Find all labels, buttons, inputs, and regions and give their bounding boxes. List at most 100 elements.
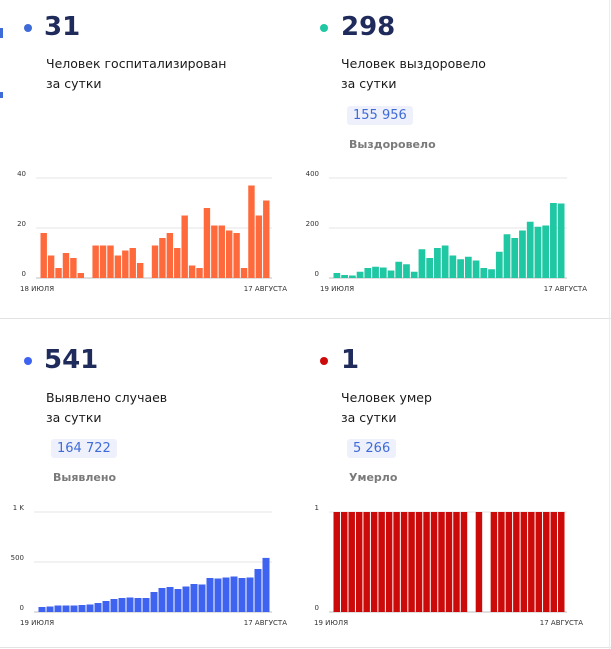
y-tick-label: 1 K bbox=[13, 504, 25, 512]
x-end-label: 17 АВГУСТА bbox=[540, 619, 583, 627]
bar bbox=[356, 271, 364, 278]
x-end-label: 17 АВГУСТА bbox=[244, 619, 287, 627]
y-tick-label: 0 bbox=[315, 604, 319, 612]
bar bbox=[46, 606, 54, 612]
bar bbox=[543, 512, 550, 612]
edge-marker bbox=[0, 28, 3, 38]
bar bbox=[206, 578, 214, 612]
hospitalized-label-line2: за сутки bbox=[46, 76, 102, 91]
bar bbox=[363, 512, 370, 612]
bar bbox=[348, 275, 356, 278]
deaths-label-line1: Человек умер bbox=[341, 390, 432, 405]
bar bbox=[410, 271, 418, 278]
bar bbox=[340, 512, 348, 612]
bar bbox=[254, 569, 262, 612]
bar bbox=[218, 225, 225, 278]
bar bbox=[263, 200, 270, 278]
recovered-total: 155 956 bbox=[347, 106, 413, 125]
bar bbox=[94, 603, 102, 612]
bar bbox=[62, 605, 70, 612]
bar bbox=[498, 512, 505, 612]
bar bbox=[198, 584, 206, 612]
bar bbox=[355, 512, 363, 612]
deaths-total-label: Умерло bbox=[349, 471, 398, 484]
x-end-label: 17 АВГУСТА bbox=[244, 285, 287, 293]
hospitalized-label-line1: Человек госпитализирован bbox=[46, 56, 227, 71]
bar bbox=[520, 512, 528, 612]
bar bbox=[387, 270, 395, 278]
y-tick-label: 500 bbox=[11, 554, 24, 562]
cases-chart: 0 500 1 K 19 ИЮЛЯ 17 АВГУСТА bbox=[11, 504, 288, 627]
bar bbox=[418, 249, 426, 278]
bar bbox=[445, 512, 453, 612]
bar bbox=[174, 589, 182, 612]
right-divider bbox=[609, 0, 610, 649]
bottom-divider bbox=[0, 647, 611, 648]
bar bbox=[403, 264, 410, 278]
bar bbox=[99, 245, 107, 278]
recovered-label-line2: за сутки bbox=[341, 76, 397, 91]
bar bbox=[519, 230, 526, 278]
bar bbox=[400, 512, 408, 612]
x-start-label: 19 ИЮЛЯ bbox=[320, 285, 354, 293]
bar bbox=[70, 605, 78, 612]
bar bbox=[550, 512, 558, 612]
bar bbox=[150, 592, 158, 612]
bar bbox=[370, 512, 378, 612]
status-dot bbox=[320, 24, 328, 32]
bar bbox=[190, 584, 198, 612]
bar bbox=[379, 267, 387, 278]
bar bbox=[449, 255, 457, 278]
bar bbox=[40, 233, 47, 278]
y-tick-label: 0 bbox=[22, 270, 26, 278]
bar bbox=[408, 512, 415, 612]
bar bbox=[348, 512, 355, 612]
bar bbox=[534, 226, 542, 278]
bar bbox=[136, 263, 144, 278]
bar bbox=[438, 512, 445, 612]
bar bbox=[495, 251, 503, 278]
status-dot bbox=[24, 357, 32, 365]
deaths-value: 1 bbox=[341, 345, 360, 375]
x-end-label: 17 АВГУСТА bbox=[544, 285, 587, 293]
bar bbox=[464, 256, 472, 278]
deaths-total: 5 266 bbox=[347, 439, 397, 458]
bar bbox=[557, 203, 565, 278]
bar bbox=[542, 225, 550, 278]
cases-total: 164 722 bbox=[51, 439, 117, 458]
bar bbox=[490, 512, 498, 612]
bar bbox=[475, 512, 483, 612]
hospitalized-chart: 0 20 40 18 ИЮЛЯ 17 АВГУСТА bbox=[17, 170, 287, 293]
bar bbox=[395, 261, 403, 278]
bar bbox=[526, 221, 534, 278]
bar bbox=[528, 512, 535, 612]
recovered-chart: 0 200 400 19 ИЮЛЯ 17 АВГУСТА bbox=[306, 170, 588, 293]
y-tick-label: 400 bbox=[306, 170, 319, 178]
hospitalized-value: 31 bbox=[44, 12, 81, 42]
bar bbox=[333, 512, 340, 612]
cases-label-line1: Выявлено случаев bbox=[46, 390, 168, 405]
bar bbox=[233, 233, 240, 278]
bar bbox=[134, 598, 142, 612]
bar bbox=[393, 512, 400, 612]
edge-marker bbox=[0, 92, 3, 98]
bar bbox=[70, 258, 77, 278]
cases-total-label: Выявлено bbox=[53, 471, 117, 484]
bar bbox=[222, 577, 230, 612]
bar bbox=[166, 233, 174, 278]
bar bbox=[142, 598, 150, 612]
bar bbox=[426, 258, 434, 278]
bar bbox=[122, 250, 129, 278]
bar bbox=[174, 248, 181, 278]
status-dot bbox=[320, 357, 328, 365]
bar bbox=[488, 269, 495, 278]
cases-value: 541 bbox=[44, 345, 99, 375]
bar bbox=[166, 587, 174, 612]
bar bbox=[92, 245, 99, 278]
bar bbox=[203, 208, 211, 278]
bar bbox=[364, 268, 372, 278]
y-tick-label: 200 bbox=[306, 220, 319, 228]
y-tick-label: 1 bbox=[315, 504, 319, 512]
bar bbox=[341, 275, 348, 278]
bar bbox=[188, 265, 196, 278]
